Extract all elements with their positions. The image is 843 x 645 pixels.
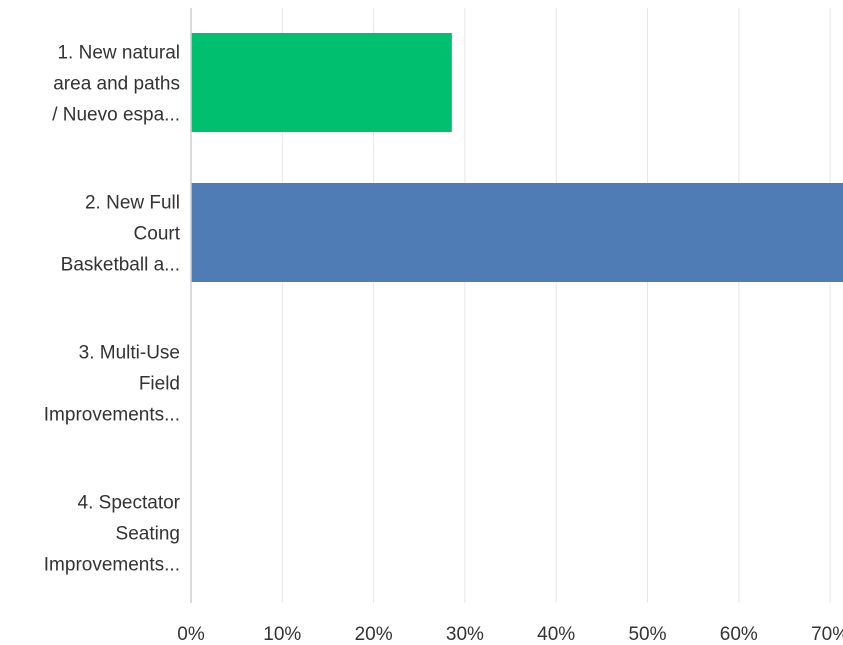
category-label-1: 1. New natural area and paths / Nuevo espa… <box>52 43 180 126</box>
bar-2 <box>191 183 843 282</box>
bar-1 <box>191 33 452 132</box>
category-labels: 1. New natural area and paths / Nuevo espa… <box>44 43 181 576</box>
x-tick-label: 70% <box>811 624 843 645</box>
x-tick-label: 30% <box>446 624 484 645</box>
category-label-line: Basketball a... <box>61 255 180 276</box>
category-label-line: Improvements... <box>44 405 180 426</box>
category-label-line: Field <box>139 374 180 395</box>
category-label-line: area and paths <box>53 74 180 95</box>
category-label-line: 3. Multi-Use <box>79 343 180 364</box>
category-label-3: 3. Multi-Use Field Improvements... <box>44 343 180 426</box>
x-tick-label: 20% <box>355 624 393 645</box>
category-label-line: 4. Spectator <box>78 493 181 514</box>
x-tick-label: 0% <box>177 624 205 645</box>
category-label-2: 2. New Full Court Basketball a... <box>61 193 181 276</box>
category-label-4: 4. Spectator Seating Improvements... <box>44 493 181 576</box>
category-label-line: Seating <box>116 524 180 545</box>
bars <box>191 33 843 282</box>
category-label-line: Court <box>134 224 181 245</box>
category-label-line: / Nuevo espa... <box>52 105 180 126</box>
category-label-line: 2. New Full <box>85 193 180 214</box>
x-tick-label: 10% <box>263 624 301 645</box>
x-axis-tick-labels: 0% 10% 20% 30% 40% 50% 60% 70% <box>177 624 843 645</box>
x-tick-label: 60% <box>720 624 758 645</box>
category-label-line: 1. New natural <box>57 43 180 64</box>
x-tick-label: 50% <box>628 624 666 645</box>
category-label-line: Improvements... <box>44 555 180 576</box>
x-tick-label: 40% <box>537 624 575 645</box>
